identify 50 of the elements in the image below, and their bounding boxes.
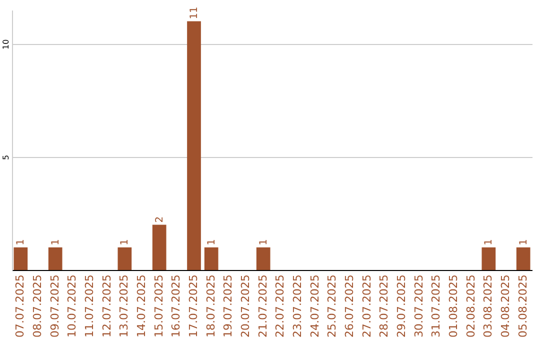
bar xyxy=(187,21,201,270)
y-tick-label: 10 xyxy=(2,39,10,50)
x-tick-label: 26.07.2025 xyxy=(343,274,356,338)
x-tick-label: 17.07.2025 xyxy=(187,274,200,338)
data-label: 1 xyxy=(50,239,62,246)
bar xyxy=(204,247,218,270)
bar xyxy=(118,247,132,270)
x-tick-label: 15.07.2025 xyxy=(152,274,166,338)
x-tick-label: 09.07.2025 xyxy=(48,274,62,338)
x-tick-label: 08.07.2025 xyxy=(31,274,44,338)
x-tick-label: 11.07.2025 xyxy=(83,274,96,338)
data-label: 1 xyxy=(16,239,27,246)
x-tick-label: 07.07.2025 xyxy=(14,274,27,338)
x-tick-label: 21.07.2025 xyxy=(256,274,270,338)
bar xyxy=(14,247,28,270)
data-label: 1 xyxy=(484,239,495,246)
x-tick-label: 05.08.2025 xyxy=(516,274,530,338)
y-tick-label: 5 xyxy=(2,154,10,160)
x-tick-label: 01.08.2025 xyxy=(447,274,460,338)
x-tick-label: 02.08.2025 xyxy=(464,274,478,338)
x-tick-label: 31.07.2025 xyxy=(430,274,443,338)
x-tick-label: 13.07.2025 xyxy=(118,274,131,338)
data-label: 1 xyxy=(120,239,131,246)
bar xyxy=(48,247,62,270)
x-tick-label: 28.07.2025 xyxy=(378,274,391,338)
data-label: 1 xyxy=(258,239,270,246)
x-tick-label: 16.07.2025 xyxy=(170,274,183,338)
x-tick-label: 19.07.2025 xyxy=(222,274,235,338)
x-tick-label: 29.07.2025 xyxy=(395,274,408,338)
data-label: 2 xyxy=(154,216,166,223)
bar xyxy=(152,224,166,270)
x-tick-label: 14.07.2025 xyxy=(135,274,148,338)
x-tick-label: 12.07.2025 xyxy=(100,274,114,338)
x-tick-label: 04.08.2025 xyxy=(499,274,512,338)
x-tick-label: 10.07.2025 xyxy=(66,274,79,338)
bar xyxy=(516,247,530,270)
data-label: 1 xyxy=(518,239,530,246)
x-tick-label: 30.07.2025 xyxy=(412,274,426,338)
data-label: 1 xyxy=(206,239,218,246)
data-label: 11 xyxy=(189,6,200,20)
x-tick-label: 27.07.2025 xyxy=(360,274,374,338)
x-tick-label: 23.07.2025 xyxy=(291,274,304,338)
x-tick-label: 18.07.2025 xyxy=(204,274,218,338)
bar xyxy=(256,247,270,270)
bar xyxy=(482,247,496,270)
x-tick-label: 24.07.2025 xyxy=(308,274,322,338)
x-tick-label: 22.07.2025 xyxy=(274,274,287,338)
x-tick-label: 25.07.2025 xyxy=(326,274,339,338)
x-tick-label: 03.08.2025 xyxy=(482,274,495,338)
x-tick-label: 20.07.2025 xyxy=(239,274,252,338)
